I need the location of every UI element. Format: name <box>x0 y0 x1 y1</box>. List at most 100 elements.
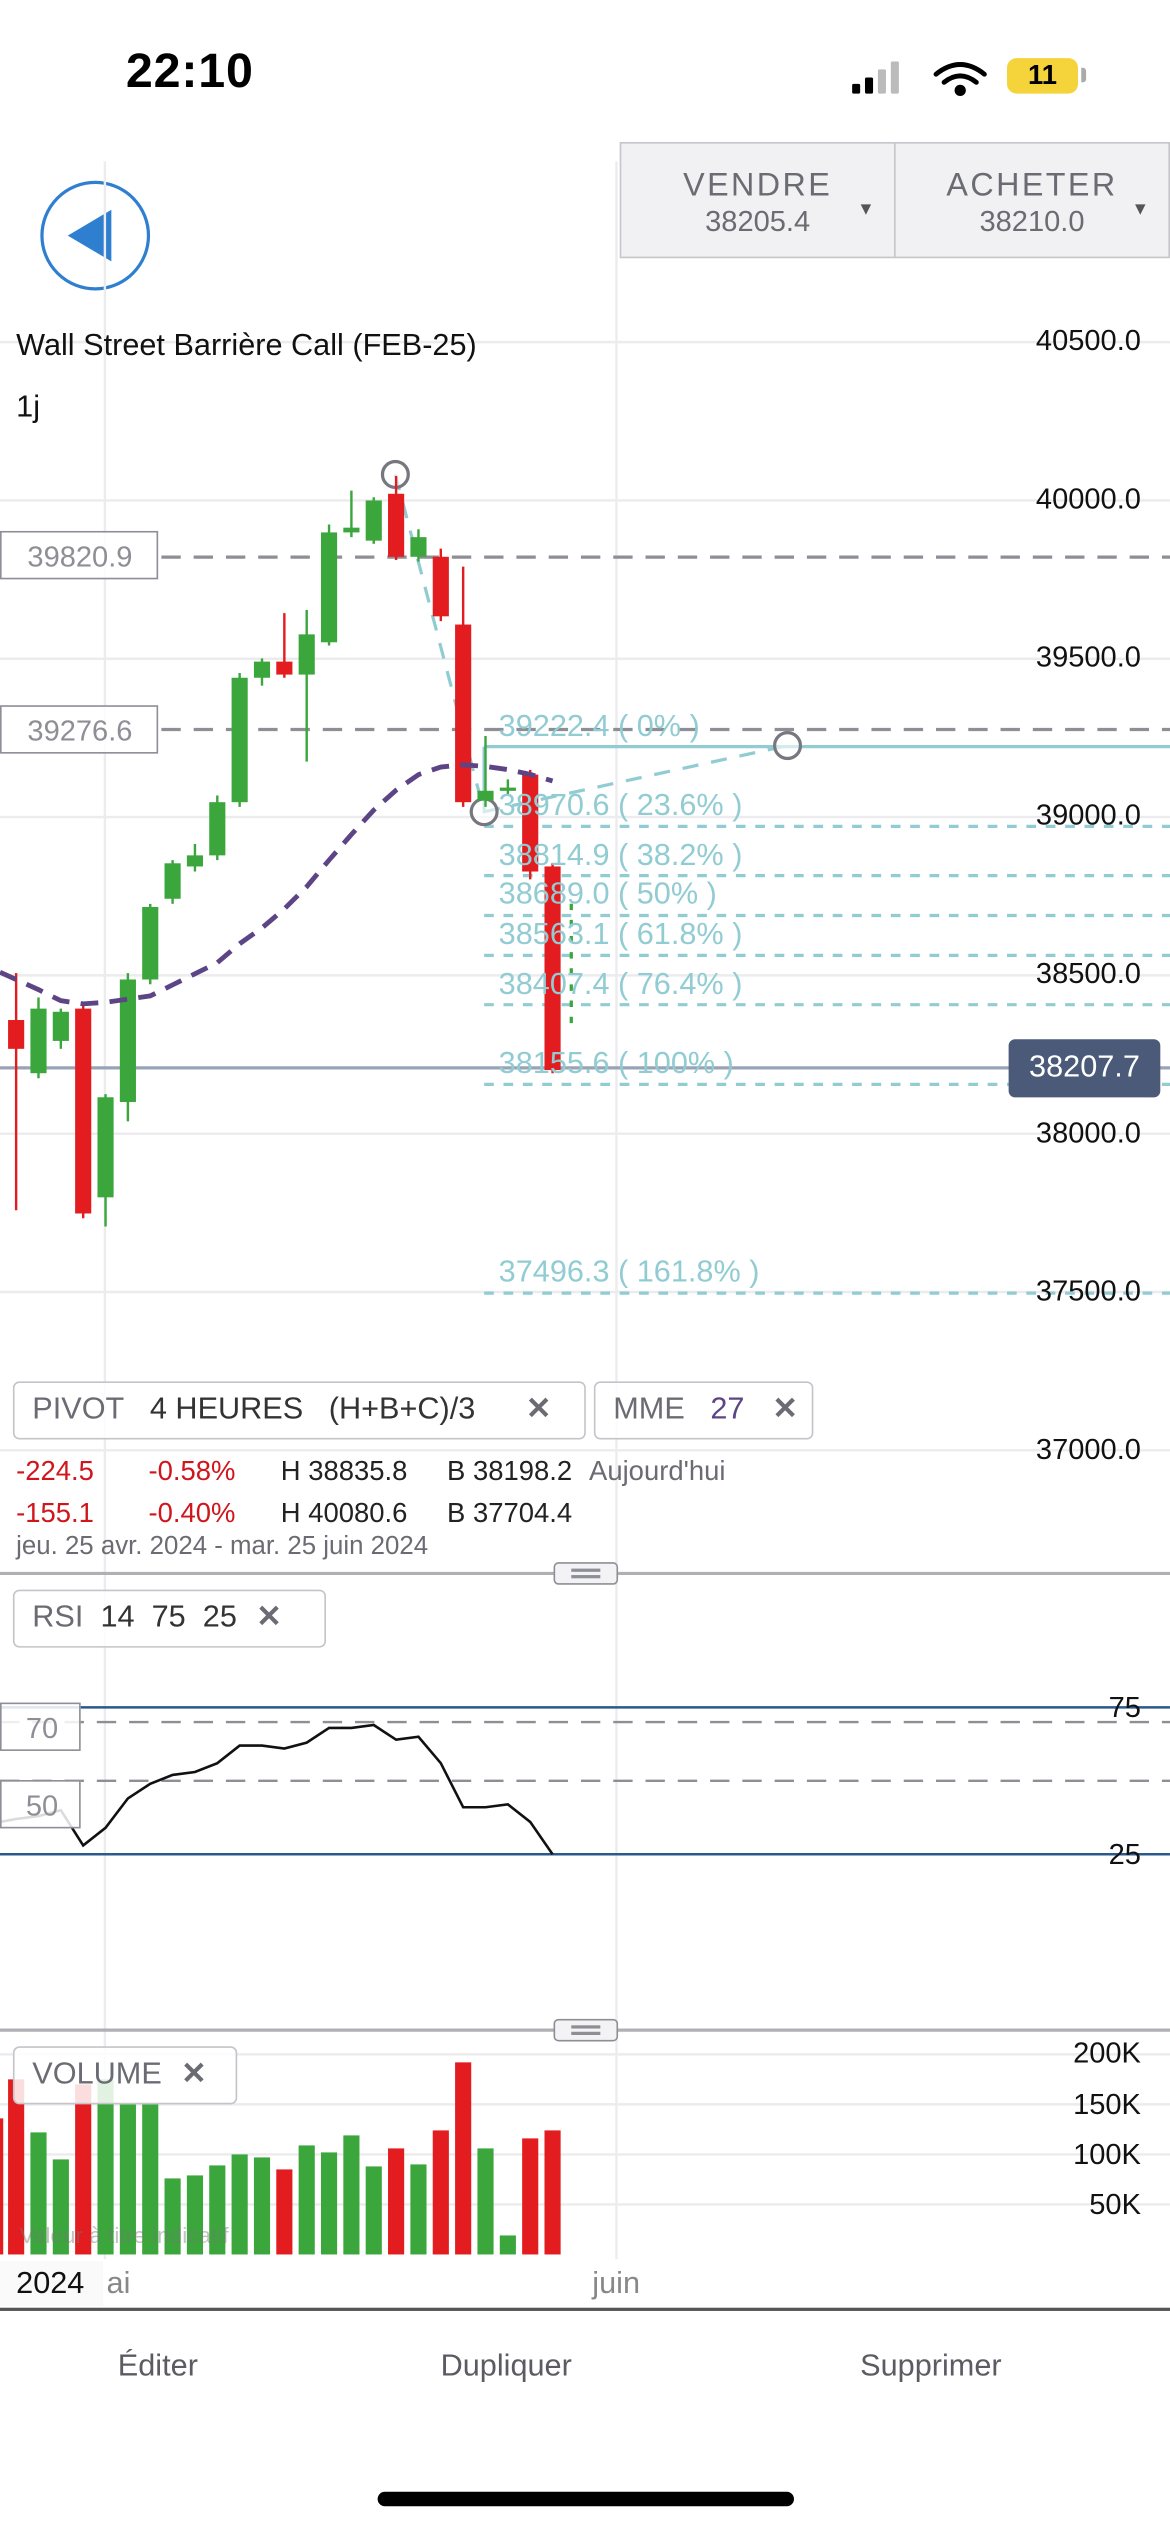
candle <box>97 1097 114 1198</box>
candle <box>365 500 382 541</box>
fib-handle[interactable] <box>469 797 499 827</box>
volume-indicator-chip[interactable]: VOLUME ✕ <box>12 2046 238 2105</box>
volume-bar <box>455 2062 472 2255</box>
year-label-bg <box>0 2260 104 2307</box>
change-percent: -0.40% <box>148 1497 236 1529</box>
toolbar-divider <box>0 2307 1170 2311</box>
sell-label: VENDRE <box>683 167 833 204</box>
rsi-indicator-chip[interactable]: RSI 14 75 25 ✕ <box>12 1589 326 1648</box>
fib-level-label: 38814.9 ( 38.2% ) <box>498 838 743 873</box>
volume-bar <box>30 2132 47 2255</box>
home-indicator[interactable] <box>377 2491 794 2507</box>
close-icon[interactable]: ✕ <box>181 2057 207 2092</box>
buy-button[interactable]: ACHETER 38210.0 ▼ <box>894 142 1170 259</box>
delete-button[interactable]: Supprimer <box>860 2349 1002 2384</box>
rsi-axis-label: 75 <box>1108 1691 1141 1724</box>
fib-trend-line <box>393 474 788 814</box>
fib-level-label: 38563.1 ( 61.8% ) <box>498 918 743 953</box>
current-price-tag: 38207.7 <box>1008 1039 1161 1098</box>
stats-period: Aujourd'hui <box>589 1455 726 1487</box>
duplicate-button[interactable]: Dupliquer <box>440 2349 572 2384</box>
volume-axis-label: 200K <box>1073 2036 1141 2069</box>
stats-row-1: -224.5 -0.58% H 38835.8 B 38198.2 Aujourd'hu… <box>16 1456 725 1488</box>
candle <box>75 1008 92 1214</box>
chevron-down-icon: ▼ <box>857 200 875 220</box>
candle <box>253 661 271 678</box>
pivot-indicator-chip[interactable]: PIVOT 4 HEURES (H+B+C)/3 ✕ <box>12 1381 586 1440</box>
price-chart[interactable] <box>0 0 1170 2324</box>
volume-bar <box>8 2079 25 2255</box>
close-icon[interactable]: ✕ <box>525 1392 552 1427</box>
price-axis-label: 39500.0 <box>1035 640 1141 674</box>
buy-label: ACHETER <box>946 167 1118 204</box>
close-icon[interactable]: ✕ <box>256 1600 282 1635</box>
fib-handle[interactable] <box>773 731 803 761</box>
candle <box>52 1011 69 1041</box>
mme-value: 27 <box>710 1392 745 1427</box>
volume-bar <box>253 2157 271 2255</box>
volume-bar <box>97 2079 114 2255</box>
candle <box>455 624 472 803</box>
candle <box>432 556 449 617</box>
year-label: 2024 <box>16 2267 85 2302</box>
rsi-upper: 75 <box>151 1600 186 1635</box>
price-axis-label: 38000.0 <box>1035 1115 1141 1149</box>
candle <box>276 661 293 675</box>
month-label: juin <box>592 2267 640 2302</box>
volume-bar <box>209 2165 226 2255</box>
status-icons <box>852 61 987 97</box>
fib-level-label: 38155.6 ( 100% ) <box>498 1047 734 1082</box>
back-button[interactable] <box>40 180 151 291</box>
pane-resize-handle[interactable] <box>553 1562 619 1585</box>
instrument-title: Wall Street Barrière Call (FEB-25) <box>16 329 477 364</box>
low-value: B 37704.4 <box>447 1497 573 1529</box>
rsi-line <box>0 1723 554 1855</box>
price-axis-label: 37000.0 <box>1035 1432 1141 1465</box>
pivot-period: 4 HEURES <box>149 1392 304 1427</box>
fib-level-label: 38689.0 ( 50% ) <box>498 878 717 913</box>
month-label: ai <box>106 2267 131 2302</box>
candle <box>298 634 315 675</box>
mme-name: MME <box>613 1392 685 1427</box>
wifi-icon <box>933 62 987 97</box>
volume-bar <box>119 2104 136 2255</box>
candle <box>164 863 181 899</box>
back-arrow-icon <box>67 209 112 262</box>
level-label[interactable]: 39276.6 <box>0 705 159 754</box>
candle <box>477 790 494 801</box>
chevron-down-icon: ▼ <box>1131 200 1150 220</box>
sell-button[interactable]: VENDRE 38205.4 ▼ <box>619 142 896 259</box>
buy-price: 38210.0 <box>979 204 1085 238</box>
edit-button[interactable]: Éditer <box>117 2349 198 2384</box>
pivot-formula: (H+B+C)/3 <box>328 1392 476 1427</box>
mme-indicator-chip[interactable]: MME 27 ✕ <box>593 1381 814 1440</box>
candle <box>522 774 539 872</box>
high-value: H 38835.8 <box>280 1455 408 1487</box>
price-axis-label: 38500.0 <box>1035 957 1141 990</box>
chart-period[interactable]: 1j <box>16 390 41 425</box>
candle <box>499 787 516 791</box>
volume-bar <box>0 2118 4 2255</box>
battery-cap <box>1081 67 1087 83</box>
pane-resize-handle[interactable] <box>553 2018 619 2042</box>
volume-bar <box>388 2148 405 2255</box>
volume-bar <box>186 2175 204 2255</box>
date-range: jeu. 25 avr. 2024 - mar. 25 juin 2024 <box>16 1533 429 1561</box>
volume-bar <box>343 2135 360 2255</box>
low-value: B 38198.2 <box>447 1455 573 1487</box>
sell-price: 38205.4 <box>705 204 811 238</box>
price-axis-label: 40500.0 <box>1035 324 1141 357</box>
high-value: H 40080.6 <box>280 1497 408 1529</box>
candle <box>320 532 338 643</box>
change-value: -224.5 <box>16 1455 94 1487</box>
fib-level-label: 39222.4 ( 0% ) <box>498 709 700 744</box>
candle <box>388 493 405 557</box>
fib-level-label: 37496.3 ( 161.8% ) <box>498 1256 760 1290</box>
rsi-level-label: 70 <box>0 1702 81 1751</box>
volume-bar <box>499 2235 516 2255</box>
volume-bar <box>52 2159 69 2255</box>
close-icon[interactable]: ✕ <box>772 1392 799 1427</box>
volume-bar <box>522 2138 539 2255</box>
level-label[interactable]: 39820.9 <box>0 530 159 580</box>
volume-bar <box>320 2152 338 2255</box>
